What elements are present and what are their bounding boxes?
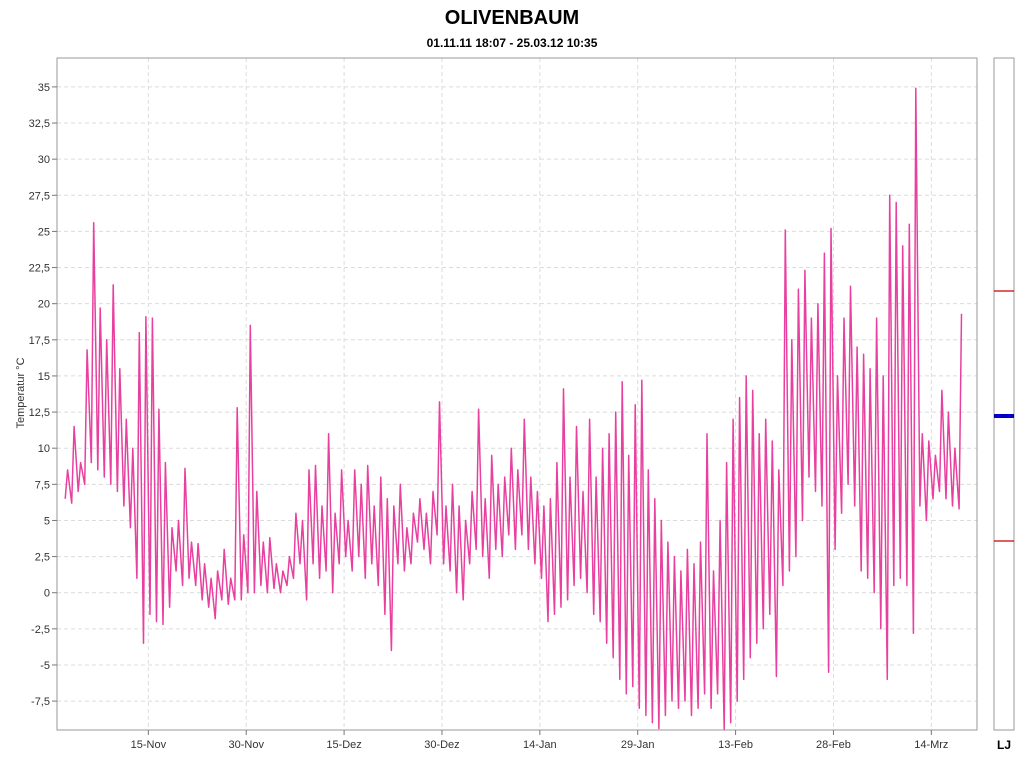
y-axis-ticks: -7,5 -5 -2,5 0 2,5 5 7,5 10 12,5 15 17,5 20 22,5 25 27… bbox=[29, 82, 57, 708]
y-tick-label: -7,5 bbox=[31, 696, 50, 708]
y-tick-label: 35 bbox=[38, 82, 50, 94]
y-tick-label: -2,5 bbox=[31, 624, 50, 636]
chart-subtitle: 01.11.11 18:07 - 25.03.12 10:35 bbox=[427, 36, 598, 50]
side-scale-frame bbox=[993, 57, 1015, 731]
series-layer bbox=[64, 87, 963, 731]
y-tick-label: 17,5 bbox=[29, 335, 50, 347]
x-tick-label: 30-Dez bbox=[424, 739, 459, 751]
y-tick-label: 20 bbox=[38, 299, 50, 311]
plot-frame bbox=[56, 57, 978, 731]
y-tick-label: 2,5 bbox=[35, 552, 50, 564]
y-tick-label: 30 bbox=[38, 154, 50, 166]
temperature-series-line bbox=[64, 87, 963, 731]
y-tick-label: 7,5 bbox=[35, 479, 50, 491]
y-tick-label: 27,5 bbox=[29, 190, 50, 202]
y-tick-label: -5 bbox=[40, 660, 50, 672]
y-tick-label: 32,5 bbox=[29, 118, 50, 130]
y-tick-label: 10 bbox=[38, 443, 50, 455]
y-tick-label: 25 bbox=[38, 226, 50, 238]
x-tick-label: 14-Mrz bbox=[914, 739, 948, 751]
grid bbox=[57, 58, 977, 730]
x-tick-label: 13-Feb bbox=[718, 739, 753, 751]
x-tick-label: 15-Dez bbox=[326, 739, 361, 751]
y-axis-label: Temperatur °C bbox=[15, 357, 27, 428]
x-axis-ticks: 15-Nov 30-Nov 15-Dez 30-Dez 14-Jan 29-Jan 13-F… bbox=[131, 730, 948, 751]
y-tick-label: 5 bbox=[44, 515, 50, 527]
x-tick-label: 30-Nov bbox=[228, 739, 264, 751]
side-scale: LJ bbox=[993, 57, 1015, 752]
x-tick-label: 28-Feb bbox=[816, 739, 851, 751]
y-tick-label: 12,5 bbox=[29, 407, 50, 419]
y-tick-label: 22,5 bbox=[29, 263, 50, 275]
y-tick-label: 0 bbox=[44, 588, 50, 600]
x-tick-label: 14-Jan bbox=[523, 739, 557, 751]
y-tick-label: 15 bbox=[38, 371, 50, 383]
chart-title: OLIVENBAUM bbox=[445, 7, 579, 29]
x-tick-label: 29-Jan bbox=[621, 739, 655, 751]
x-tick-label: 15-Nov bbox=[131, 739, 167, 751]
side-scale-label: LJ bbox=[997, 738, 1011, 752]
